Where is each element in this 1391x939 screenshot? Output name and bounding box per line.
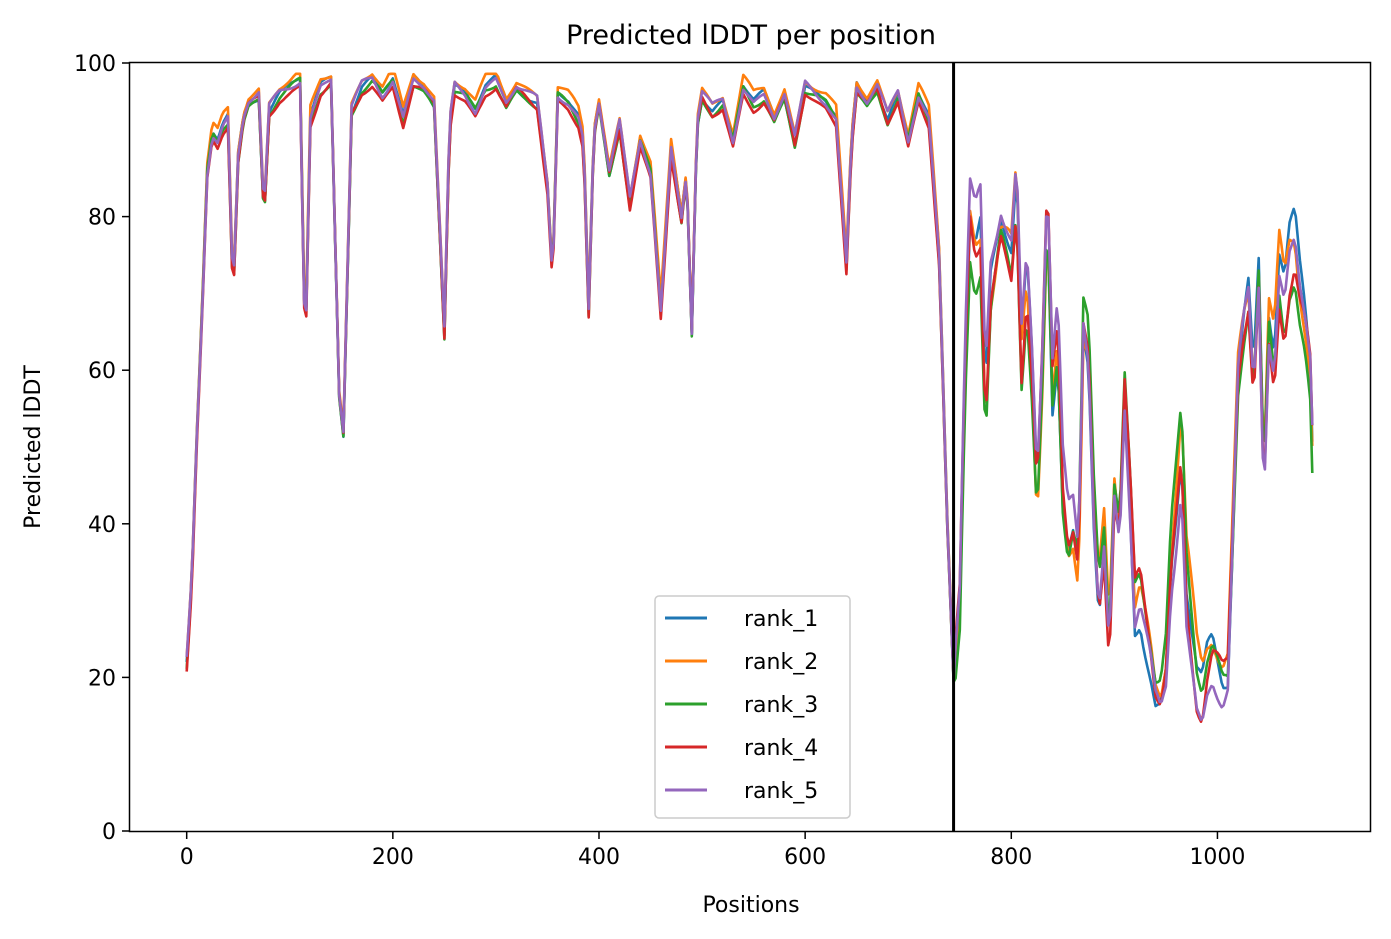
x-axis-label: Positions (702, 893, 799, 918)
x-axis: 0 200 400 600 800 1000 (180, 831, 1245, 870)
legend-label-rank_2: rank_2 (744, 650, 818, 675)
x-tick-label: 1000 (1189, 845, 1245, 870)
chart-title: Predicted lDDT per position (566, 20, 936, 51)
x-tick-label: 400 (578, 845, 620, 870)
legend: rank_1 rank_2 rank_3 rank_4 rank_5 (654, 595, 851, 819)
y-tick-label: 40 (88, 513, 116, 538)
legend-label-rank_4: rank_4 (744, 736, 818, 761)
legend-label-rank_1: rank_1 (744, 607, 818, 632)
y-axis: 0 20 40 60 80 100 (74, 52, 130, 845)
legend-label-rank_5: rank_5 (744, 779, 818, 804)
series-line-rank_5 (185, 76, 1314, 721)
x-tick-label: 800 (990, 845, 1032, 870)
x-tick-label: 0 (180, 845, 194, 870)
y-tick-label: 60 (88, 359, 116, 384)
y-tick-label: 80 (88, 206, 116, 231)
plot-frame (128, 61, 1372, 833)
legend-label-rank_3: rank_3 (744, 693, 818, 718)
y-axis-label: Predicted lDDT (21, 365, 46, 529)
y-tick-label: 0 (102, 820, 116, 845)
legend-box (654, 595, 851, 819)
series-lines (185, 72, 1314, 723)
x-tick-label: 200 (372, 845, 414, 870)
x-tick-label: 600 (784, 845, 826, 870)
series-line-rank_4 (185, 81, 1314, 723)
y-tick-label: 100 (74, 52, 116, 77)
y-tick-label: 20 (88, 666, 116, 691)
